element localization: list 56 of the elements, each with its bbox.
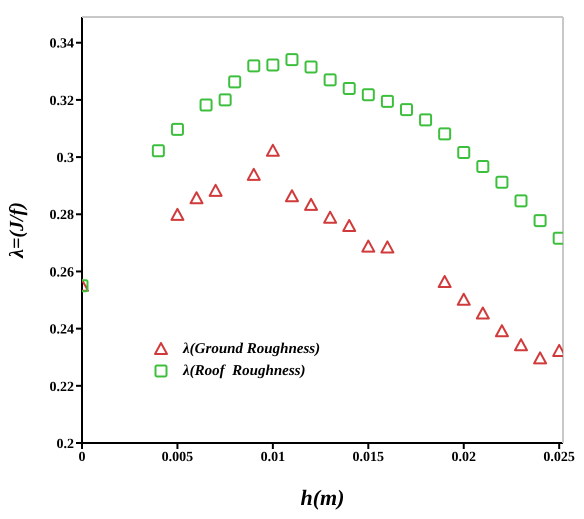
point bbox=[200, 98, 213, 112]
point bbox=[323, 210, 338, 224]
point bbox=[438, 127, 452, 140]
point bbox=[284, 189, 299, 202]
y-tick-label: 0.22 bbox=[50, 380, 74, 395]
point bbox=[247, 59, 260, 72]
point bbox=[246, 168, 261, 181]
y-axis-title: λ=(J/f) bbox=[6, 202, 28, 259]
x-tick-label: 0.005 bbox=[162, 450, 194, 465]
point bbox=[362, 88, 375, 102]
point bbox=[228, 75, 242, 88]
point bbox=[342, 218, 356, 232]
x-axis-title: h(m) bbox=[300, 485, 344, 510]
x-tick-label: 0 bbox=[78, 450, 86, 465]
x-tick-label: 0.015 bbox=[352, 450, 384, 465]
y-tick-label: 0.2 bbox=[56, 436, 74, 452]
point bbox=[495, 176, 508, 189]
point bbox=[208, 184, 223, 197]
point bbox=[152, 144, 165, 158]
point bbox=[457, 146, 470, 160]
point bbox=[304, 60, 318, 74]
point bbox=[514, 338, 528, 352]
y-tick-label: 0.24 bbox=[50, 322, 74, 338]
legend-label: λ(Ground Roughness) bbox=[183, 340, 320, 358]
point bbox=[456, 292, 471, 306]
x-tick-label: 0.025 bbox=[543, 450, 575, 465]
point bbox=[380, 94, 394, 108]
point bbox=[218, 93, 232, 106]
point bbox=[533, 351, 548, 364]
y-tick-label: 0.3 bbox=[56, 151, 74, 166]
y-tick-label: 0.26 bbox=[50, 265, 74, 280]
point bbox=[400, 103, 413, 116]
point bbox=[494, 324, 509, 338]
point bbox=[419, 113, 432, 126]
x-tick-label: 0.02 bbox=[451, 450, 476, 465]
point bbox=[170, 208, 184, 221]
point bbox=[324, 73, 337, 86]
point bbox=[170, 122, 184, 136]
point bbox=[266, 58, 280, 72]
y-tick-label: 0.34 bbox=[50, 36, 74, 52]
point bbox=[285, 53, 298, 66]
point bbox=[514, 194, 528, 208]
point bbox=[476, 306, 490, 320]
legend-label: λ(Roof Roughness) bbox=[183, 362, 306, 380]
point bbox=[361, 240, 376, 253]
point bbox=[266, 144, 280, 157]
point bbox=[534, 214, 547, 228]
point bbox=[304, 198, 318, 211]
point bbox=[342, 82, 356, 95]
point bbox=[476, 160, 490, 174]
y-tick-label: 0.32 bbox=[50, 94, 74, 109]
x-tick-label: 0.01 bbox=[260, 450, 286, 465]
y-tick-label: 0.28 bbox=[50, 208, 74, 224]
point bbox=[438, 275, 452, 288]
point bbox=[190, 191, 204, 204]
point bbox=[380, 240, 394, 254]
